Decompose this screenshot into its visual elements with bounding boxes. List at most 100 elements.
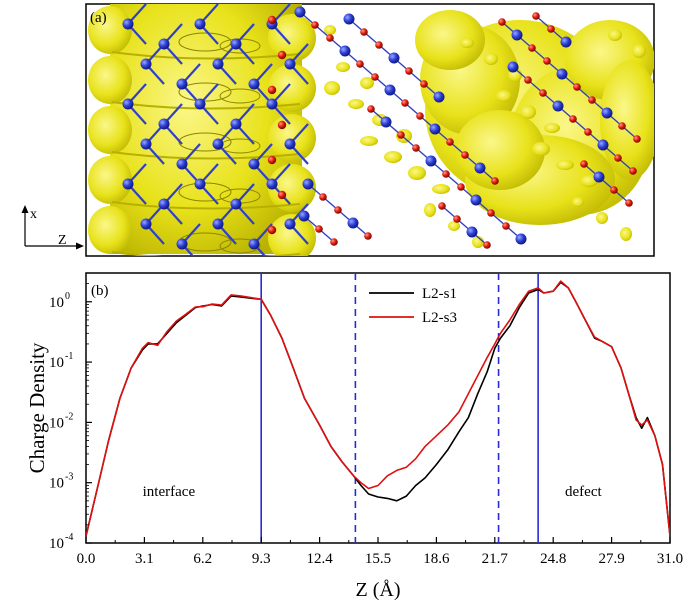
atom-blue <box>140 58 152 70</box>
atom-blue <box>248 158 260 170</box>
atom-blue <box>601 107 613 119</box>
iso-contour <box>219 88 261 104</box>
atom-blue <box>122 178 134 190</box>
atom-blue <box>176 238 188 250</box>
iso-contour <box>178 82 232 102</box>
legend-label-l2-s3: L2-s3 <box>422 310 457 326</box>
panel-a-label: (a) <box>90 10 107 26</box>
atom-red <box>618 122 626 130</box>
atom-red <box>330 238 338 246</box>
iso-contour <box>219 238 261 254</box>
atom-blue <box>122 18 134 30</box>
atom-blue <box>248 238 260 250</box>
atom-red <box>569 115 577 123</box>
series-line-l2-s3 <box>86 280 670 537</box>
atom-blue <box>425 155 437 167</box>
atom-blue <box>194 178 206 190</box>
iso-small-lobe <box>532 142 550 156</box>
atom-blue <box>552 100 564 112</box>
iso-small-lobe <box>360 77 374 89</box>
atom-blue <box>556 68 568 80</box>
iso-small-lobe <box>556 160 574 170</box>
atom-red <box>614 154 622 162</box>
atom-red <box>442 170 450 178</box>
atom-blue <box>515 233 527 245</box>
atom-blue <box>122 98 134 110</box>
iso-small-lobe <box>360 136 378 146</box>
x-tick-label-2: 6.2 <box>193 551 212 567</box>
y-tick-exp-0: 0 <box>65 291 70 302</box>
x-tick-label-7: 21.7 <box>482 551 509 567</box>
x-tick-label-5: 15.5 <box>365 551 391 567</box>
atom-blue <box>343 13 355 25</box>
atom-red <box>360 28 368 36</box>
atoms <box>122 6 641 250</box>
atom-blue <box>158 198 170 210</box>
legend: L2-s1 L2-s3 <box>369 286 457 326</box>
atom-red <box>584 128 592 136</box>
x-tick-label-4: 12.4 <box>306 551 333 567</box>
atom-red <box>364 232 372 240</box>
atom-blue <box>294 6 306 18</box>
iso-small-lobe <box>608 29 622 41</box>
iso-left-lobe <box>88 56 132 104</box>
iso-groove <box>111 251 301 256</box>
atom-blue <box>388 52 400 64</box>
atom-blue <box>380 116 392 128</box>
atom-blue <box>212 218 224 230</box>
atom-blue <box>176 78 188 90</box>
atom-blue <box>347 217 359 229</box>
vertical-guides <box>260 273 539 543</box>
axis-indicator: x Z <box>21 205 84 250</box>
atom-red <box>412 144 420 152</box>
atom-blue <box>593 171 605 183</box>
iso-groove <box>111 201 301 210</box>
iso-small-lobe <box>544 123 560 133</box>
iso-small-lobe <box>572 197 584 207</box>
atom-blue <box>158 38 170 50</box>
atom-blue <box>284 58 296 70</box>
iso-small-lobe <box>424 203 436 217</box>
atom-red <box>405 67 413 75</box>
isosurface-right <box>324 10 654 248</box>
atom-blue <box>429 123 441 135</box>
iso-small-lobe <box>336 62 350 72</box>
y-tick-exp-1: -1 <box>65 351 73 362</box>
iso-defect-blob-4 <box>455 110 545 190</box>
atom-red <box>573 83 581 91</box>
annotation-defect: defect <box>565 484 602 500</box>
atom-red <box>267 225 277 235</box>
atom-red <box>532 12 540 20</box>
atom-red <box>491 177 499 185</box>
atom-red <box>483 241 491 249</box>
atom-red <box>633 135 641 143</box>
atom-red <box>543 57 551 65</box>
atom-blue <box>470 194 482 206</box>
atom-blue <box>284 218 296 230</box>
atom-red <box>267 155 277 165</box>
atom-red <box>629 167 637 175</box>
axis-x-label: x <box>30 207 37 222</box>
atom-red <box>457 183 465 191</box>
atom-blue <box>266 178 278 190</box>
atom-red <box>319 193 327 201</box>
atom-blue <box>433 91 445 103</box>
atom-red <box>371 73 379 81</box>
atom-blue <box>140 218 152 230</box>
iso-small-lobe <box>324 81 340 95</box>
iso-small-lobe <box>384 151 402 163</box>
atom-blue <box>560 36 572 48</box>
atom-blue <box>339 45 351 57</box>
iso-small-lobe <box>496 90 512 102</box>
iso-small-lobe <box>580 175 598 187</box>
atom-red <box>539 89 547 97</box>
atom-red <box>367 105 375 113</box>
x-tick-label-8: 24.8 <box>540 551 566 567</box>
iso-left-lobe <box>88 206 132 254</box>
atom-blue <box>212 138 224 150</box>
iso-small-lobe <box>632 44 646 58</box>
atom-red <box>420 80 428 88</box>
x-tick-label-3: 9.3 <box>252 551 271 567</box>
x-tick-label-6: 18.6 <box>423 551 450 567</box>
